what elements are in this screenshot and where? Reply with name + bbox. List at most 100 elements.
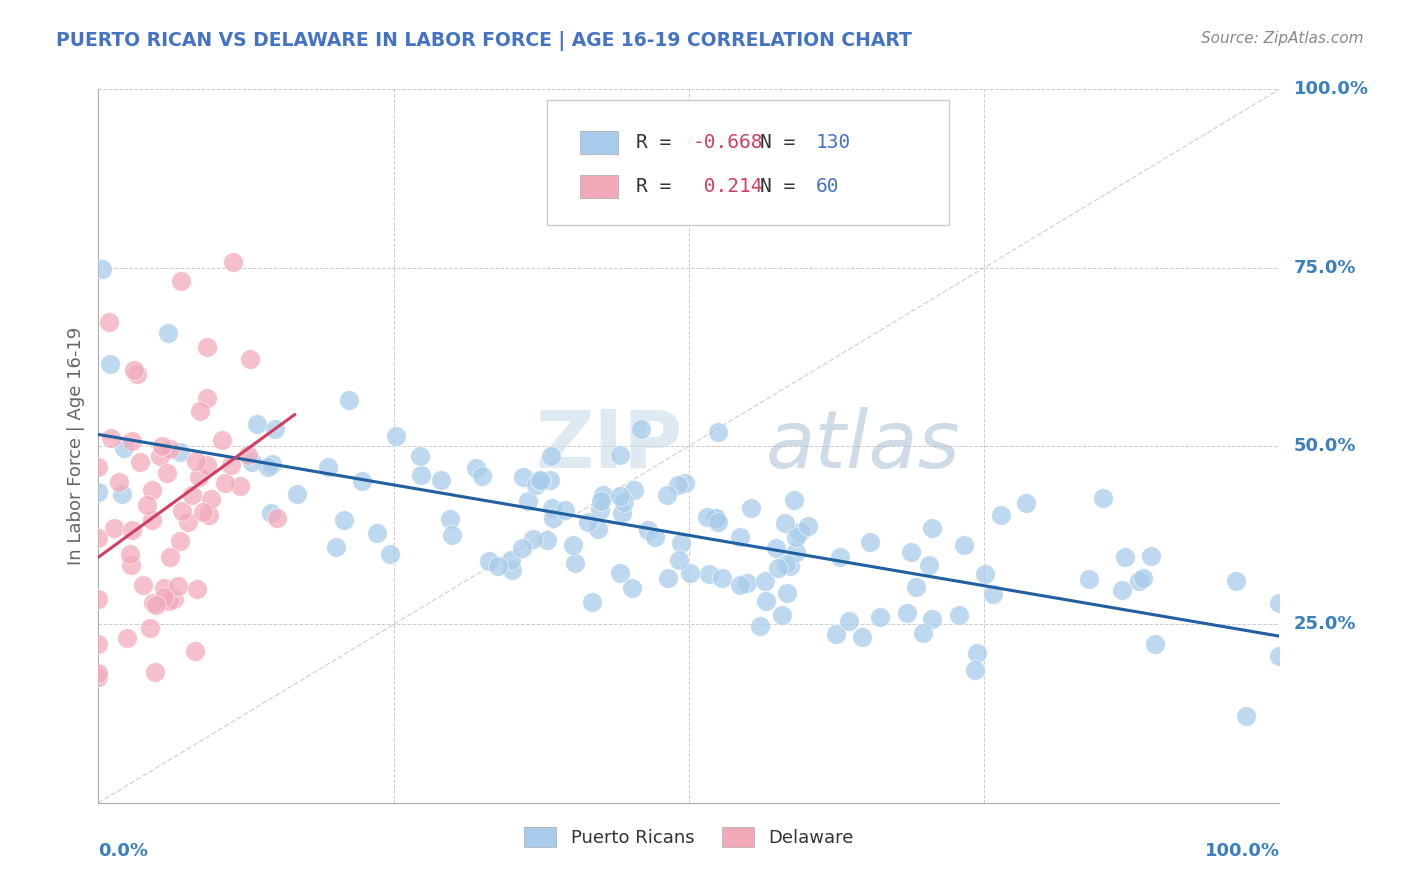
Point [621, 581, 644, 595]
Point [963, 663, 986, 677]
Point [1268, 596, 1291, 610]
Point [87, 637, 110, 651]
Point [120, 547, 142, 561]
Point [260, 506, 283, 520]
Point [121, 434, 143, 449]
Point [728, 578, 751, 592]
Point [157, 593, 180, 607]
Point [775, 558, 797, 572]
Text: Source: ZipAtlas.com: Source: ZipAtlas.com [1201, 31, 1364, 46]
Point [765, 541, 787, 556]
Point [97, 315, 120, 329]
Point [789, 525, 811, 540]
Point [657, 571, 679, 585]
Text: R =: R = [636, 133, 683, 152]
Point [157, 326, 180, 340]
Point [749, 619, 772, 633]
Point [612, 506, 634, 520]
Point [211, 433, 233, 447]
Point [222, 255, 245, 269]
Point [439, 512, 461, 526]
Point [900, 544, 922, 558]
Point [785, 530, 807, 544]
Text: 75.0%: 75.0% [1294, 259, 1357, 277]
Point [740, 501, 762, 516]
Point [121, 523, 143, 537]
Point [195, 340, 218, 354]
Point [554, 503, 576, 517]
Point [589, 494, 612, 508]
Point [121, 558, 143, 572]
Point [127, 368, 149, 382]
Text: N =: N = [759, 133, 807, 152]
Point [188, 403, 211, 417]
Point [536, 533, 558, 547]
Y-axis label: In Labor Force | Age 16-19: In Labor Force | Age 16-19 [66, 326, 84, 566]
Point [776, 586, 799, 600]
Point [586, 522, 609, 536]
Point [581, 595, 603, 609]
Point [103, 521, 125, 535]
Point [710, 571, 733, 585]
Point [921, 521, 943, 535]
FancyBboxPatch shape [581, 131, 619, 153]
Point [1144, 637, 1167, 651]
Point [990, 508, 1012, 522]
Point [754, 574, 776, 589]
Point [824, 627, 846, 641]
Point [108, 475, 131, 489]
Point [145, 598, 167, 612]
Point [191, 505, 214, 519]
Point [538, 473, 561, 487]
FancyBboxPatch shape [581, 175, 619, 198]
Point [150, 439, 173, 453]
Point [704, 511, 727, 525]
Point [195, 392, 218, 406]
Point [773, 516, 796, 530]
Point [465, 461, 488, 475]
Point [904, 580, 927, 594]
Point [195, 458, 218, 472]
Point [830, 549, 852, 564]
Point [703, 511, 725, 525]
Point [541, 511, 564, 525]
Text: 0.0%: 0.0% [98, 842, 149, 860]
Point [122, 363, 145, 377]
Point [87, 485, 110, 500]
Point [242, 455, 264, 469]
Point [87, 591, 110, 606]
Point [966, 646, 988, 660]
Point [181, 488, 204, 502]
Text: 60: 60 [815, 178, 839, 196]
Point [257, 459, 280, 474]
Point [318, 459, 340, 474]
Point [673, 475, 696, 490]
Point [911, 626, 934, 640]
Point [974, 567, 997, 582]
Point [385, 428, 408, 442]
Point [115, 631, 138, 645]
Point [200, 491, 222, 506]
Point [266, 510, 288, 524]
Point [517, 494, 540, 508]
Text: 50.0%: 50.0% [1294, 437, 1357, 455]
Point [609, 448, 631, 462]
Point [141, 483, 163, 497]
Point [159, 442, 181, 456]
Point [630, 422, 652, 436]
Point [953, 538, 976, 552]
Point [592, 488, 614, 502]
Point [679, 566, 702, 581]
Point [1128, 574, 1150, 589]
Point [184, 454, 207, 468]
Point [100, 431, 122, 445]
Point [783, 492, 806, 507]
Point [112, 441, 135, 455]
Text: -0.668: -0.668 [693, 133, 763, 152]
Point [98, 357, 121, 371]
Point [851, 630, 873, 644]
Point [770, 608, 793, 623]
Point [139, 621, 162, 635]
Point [87, 665, 110, 680]
Point [510, 541, 533, 556]
